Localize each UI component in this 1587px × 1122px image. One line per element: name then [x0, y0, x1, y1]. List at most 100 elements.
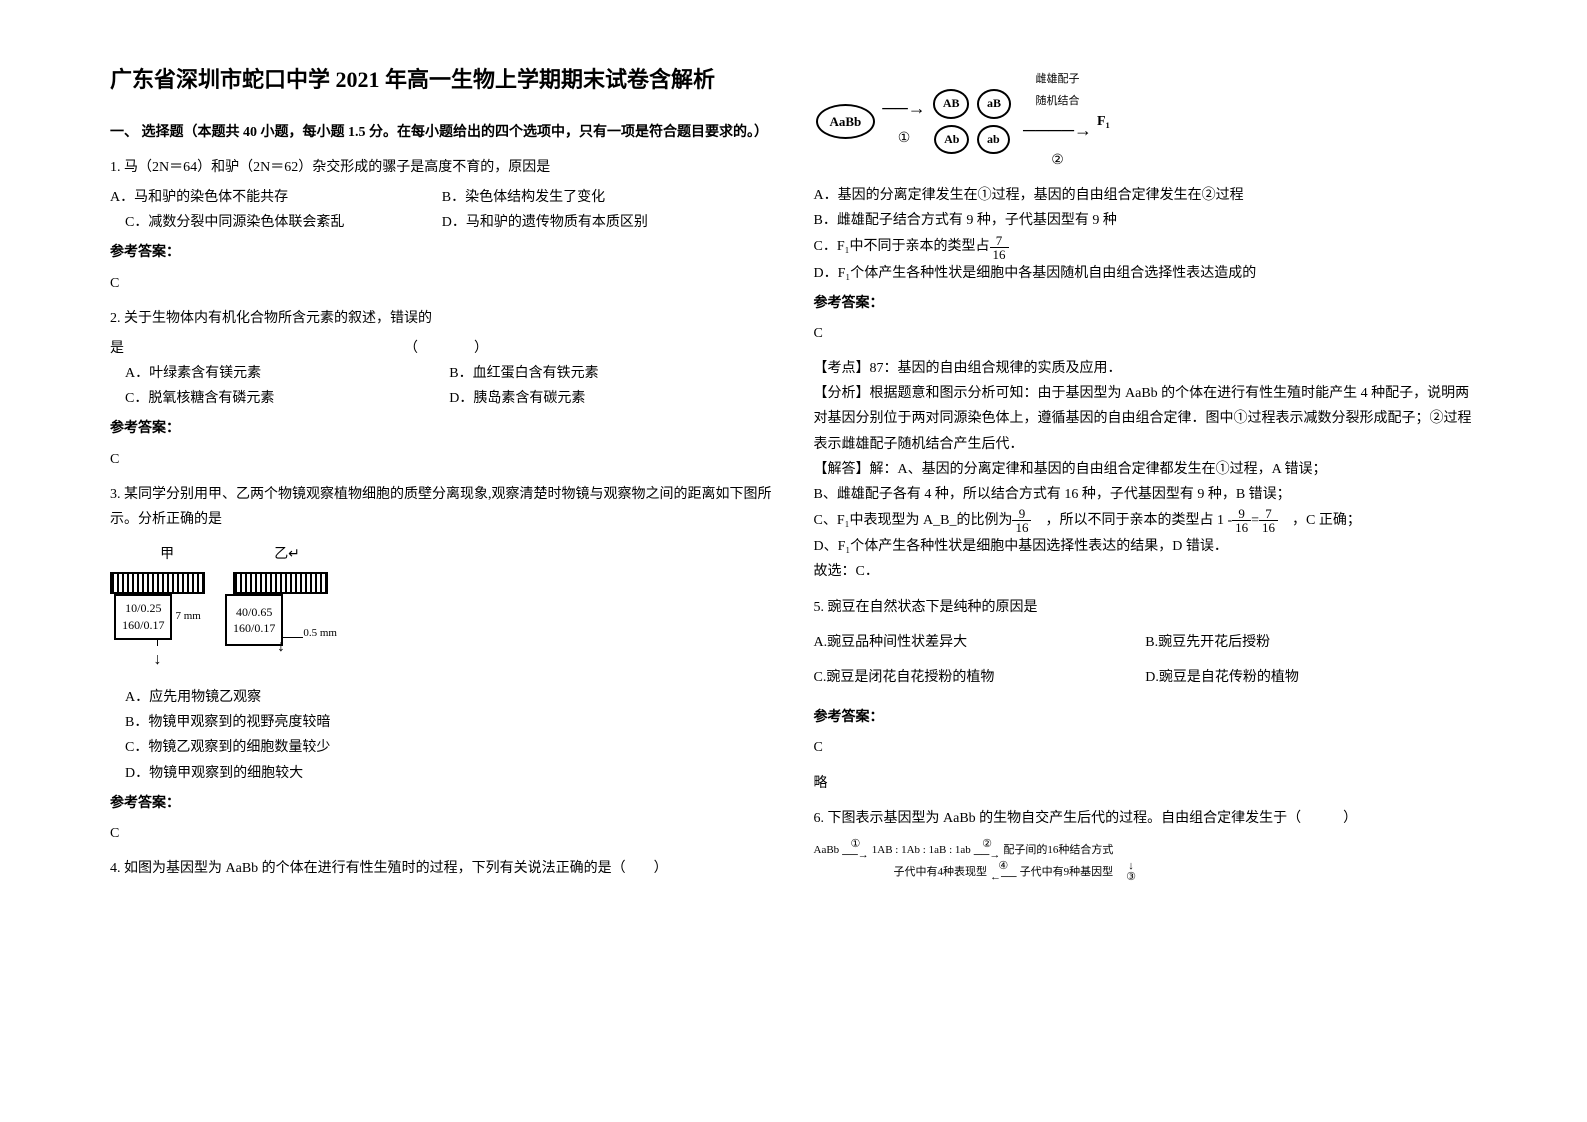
q3-option-b: B．物镜甲观察到的视野亮度较暗 — [125, 710, 774, 735]
q1-options-2: C．减数分裂中同源染色体联会紊乱 D．马和驴的遗传物质有本质区别 — [110, 210, 774, 235]
q5-text: 5. 豌豆在自然状态下是纯种的原因是 — [814, 595, 1478, 620]
q4-jieda-b: B、雌雄配子各有 4 种，所以结合方式有 16 种，子代基因型有 9 种，B 错… — [814, 482, 1478, 507]
q4-jieda-d: D、F₁个体产生各种性状是细胞中基因选择性表达的结果，D 错误． — [814, 534, 1478, 559]
fraction-9-16-a: 9 16 — [1012, 507, 1031, 534]
q2-text2: 是 — [110, 336, 124, 361]
q5-option-a: A.豌豆品种间性状差异大 — [814, 630, 1146, 655]
circled-2: ② — [1051, 148, 1064, 173]
q3-option-d: D．物镜甲观察到的细胞较大 — [125, 761, 774, 786]
q3-answer-label: 参考答案： — [110, 791, 774, 816]
flow-step3: 子代中有9种基因型 — [1020, 861, 1114, 883]
fraction-7-16-b: 7 16 — [1259, 507, 1278, 534]
question-5: 5. 豌豆在自然状态下是纯种的原因是 A.豌豆品种间性状差异大 B.豌豆先开花后… — [814, 595, 1478, 796]
arrow-down-icon: ↓ — [154, 646, 162, 675]
q4-answer: C — [814, 321, 1478, 346]
label-yi: 乙↵ — [274, 542, 300, 567]
q1-option-d: D．马和驴的遗传物质有本质区别 — [442, 210, 774, 235]
section-1-header: 一、 选择题（本题共 40 小题，每小题 1.5 分。在每小题给出的四个选项中，… — [110, 120, 774, 145]
right-column: AaBb ──→ ① AB aB Ab ab 雌雄配子 随机结合 ────→ — [794, 60, 1498, 1062]
microscope-diagram: 甲 乙↵ 10/0.25 160/0.17 7 mm ↓ — [110, 542, 350, 675]
q4-guxuan: 故选：C． — [814, 559, 1478, 584]
hatch-icon-2 — [233, 572, 328, 594]
q1-text: 1. 马（2N＝64）和驴（2N＝62）杂交形成的骡子是高度不育的，原因是 — [110, 155, 774, 180]
frac-num-7: 7 — [1259, 507, 1278, 521]
frac-num: 7 — [990, 234, 1009, 248]
flow-aabb: AaBb — [814, 839, 840, 861]
arrow-right-icon: ──→ — [882, 92, 926, 124]
q5-option-c: C.豌豆是闭花自花授粉的植物 — [814, 665, 1146, 690]
q3-options: A．应先用物镜乙观察 B．物镜甲观察到的视野亮度较暗 C．物镜乙观察到的细胞数量… — [125, 685, 774, 786]
q5-option-d: D.豌豆是自花传粉的植物 — [1145, 665, 1477, 690]
q1-answer-label: 参考答案： — [110, 240, 774, 265]
q2-text1: 2. 关于生物体内有机化合物所含元素的叙述，错误的 — [110, 306, 774, 331]
oval-aabb: AaBb — [816, 104, 876, 139]
oval-AB: AB — [933, 89, 970, 119]
frac-num-9b: 9 — [1232, 507, 1251, 521]
oval-ab: ab — [977, 125, 1010, 155]
arrow-down-icon-2: ↓ — [277, 633, 285, 662]
q2-answer-label: 参考答案： — [110, 416, 774, 441]
q1-option-b: B．染色体结构发生了变化 — [442, 185, 774, 210]
q4-text: 4. 如图为基因型为 AaBb 的个体在进行有性生殖时的过程，下列有关说法正确的… — [110, 856, 774, 881]
q3-option-a: A．应先用物镜乙观察 — [125, 685, 774, 710]
frac-den: 16 — [990, 248, 1009, 261]
arrow-icon-3: ←── — [990, 872, 1017, 883]
q5-options-2: C.豌豆是闭花自花授粉的植物 D.豌豆是自花传粉的植物 — [814, 665, 1478, 690]
q2-option-b: B．血红蛋白含有铁元素 — [449, 361, 773, 386]
q4-answer-label: 参考答案： — [814, 291, 1478, 316]
arrow-right-icon-2: ────→ — [1023, 114, 1092, 146]
left-column: 广东省深圳市蛇口中学 2021 年高一生物上学期期末试卷含解析 一、 选择题（本… — [90, 60, 794, 1062]
q4-option-b: B．雌雄配子结合方式有 9 种，子代基因型有 9 种 — [814, 208, 1478, 233]
q3-answer: C — [110, 821, 774, 846]
lens2-line1: 40/0.65 — [233, 604, 275, 621]
q4-option-a: A．基因的分离定律发生在①过程，基因的自由组合定律发生在②过程 — [814, 183, 1478, 208]
q3-text: 3. 某同学分别用甲、乙两个物镜观察植物细胞的质壁分离现象,观察清楚时物镜与观察… — [110, 482, 774, 532]
q2-paren: （ ） — [404, 336, 488, 361]
q3-option-c: C．物镜乙观察到的细胞数量较少 — [125, 735, 774, 760]
lens1-line1: 10/0.25 — [122, 600, 164, 617]
lens-2-box: 40/0.65 160/0.17 — [225, 594, 283, 646]
question-1: 1. 马（2N＝64）和驴（2N＝62）杂交形成的骡子是高度不育的，原因是 A．… — [110, 155, 774, 296]
hatch-icon — [110, 572, 205, 594]
q5-options-1: A.豌豆品种间性状差异大 B.豌豆先开花后授粉 — [814, 630, 1478, 655]
frac-den-16b: 16 — [1232, 521, 1251, 534]
lens-yi: 40/0.65 160/0.17 0.5 mm ↓ — [225, 572, 337, 661]
q5-answer-label: 参考答案： — [814, 705, 1478, 730]
flow-c3: ③ — [1126, 872, 1136, 883]
q2-option-c: C．脱氧核糖含有磷元素 — [125, 386, 449, 411]
q1-answer: C — [110, 271, 774, 296]
q5-lue: 略 — [814, 771, 1478, 796]
oval-Ab: Ab — [934, 125, 969, 155]
frac-num-9a: 9 — [1012, 507, 1031, 521]
fraction-7-16: 7 16 — [990, 234, 1009, 261]
flow-step1: 1AB : 1Ab : 1aB : 1ab — [872, 839, 971, 861]
frac-den-16c: 16 — [1259, 521, 1278, 534]
fraction-9-16-b: 9 16 — [1232, 507, 1251, 534]
q4-jieda-c-eq: = — [1251, 508, 1259, 533]
document-title: 广东省深圳市蛇口中学 2021 年高一生物上学期期末试卷含解析 — [110, 60, 774, 100]
q6-text: 6. 下图表示基因型为 AaBb 的生物自交产生后代的过程。自由组合定律发生于（… — [814, 806, 1478, 831]
question-2: 2. 关于生物体内有机化合物所含元素的叙述，错误的 是 （ ） A．叶绿素含有镁… — [110, 306, 774, 472]
dist-1: 7 mm — [175, 607, 200, 627]
q5-answer: C — [814, 735, 1478, 760]
q1-option-a: A．马和驴的染色体不能共存 — [110, 185, 442, 210]
q4-jieda-c-pre: C、F₁中表现型为 A_B_的比例为 — [814, 508, 1013, 533]
q2-option-a: A．叶绿素含有镁元素 — [125, 361, 449, 386]
f1-label: F₁ — [1097, 109, 1110, 134]
label-2: 随机结合 — [1036, 92, 1080, 112]
frac-den-16a: 16 — [1012, 521, 1031, 534]
lens-1-box: 10/0.25 160/0.17 — [114, 594, 172, 640]
q4-jieda-a: 【解答】解：A、基因的分离定律和基因的自由组合定律都发生在①过程，A 错误； — [814, 457, 1478, 482]
question-4-text: 4. 如图为基因型为 AaBb 的个体在进行有性生殖时的过程，下列有关说法正确的… — [110, 856, 774, 881]
q4-jieda-c-end: ，C 正确； — [1278, 508, 1361, 533]
lens-jia: 10/0.25 160/0.17 7 mm ↓ — [110, 572, 205, 675]
q4-option-d: D．F₁个体产生各种性状是细胞中各基因随机自由组合选择性表达造成的 — [814, 261, 1478, 286]
arrow-icon: ──→ — [842, 850, 869, 861]
question-3: 3. 某同学分别用甲、乙两个物镜观察植物细胞的质壁分离现象,观察清楚时物镜与观察… — [110, 482, 774, 846]
genetics-diagram: AaBb ──→ ① AB aB Ab ab 雌雄配子 随机结合 ────→ — [814, 70, 1478, 173]
circled-1: ① — [898, 126, 911, 151]
flow-step2: 配子间的16种结合方式 — [1003, 839, 1113, 861]
oval-aB: aB — [977, 89, 1011, 119]
q4-option-c-pre: C．F₁中不同于亲本的类型占 — [814, 234, 990, 259]
q2-option-d: D．胰岛素含有碳元素 — [449, 386, 773, 411]
